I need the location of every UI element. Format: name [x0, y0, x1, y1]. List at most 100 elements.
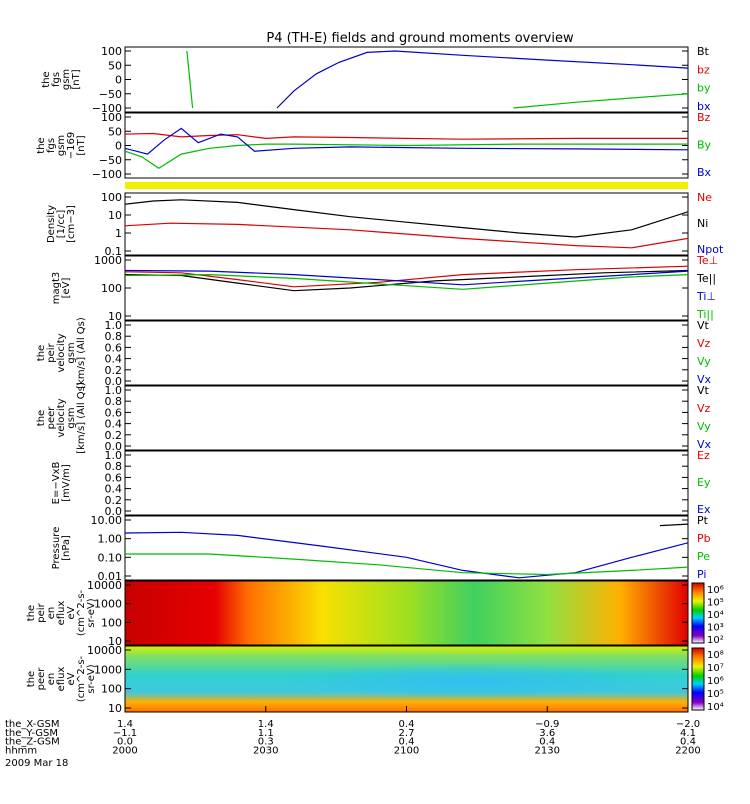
y-axis-label: the peer velocity gsm [km/s] (All Qs)	[36, 382, 87, 454]
y-tick-label: 0.4	[105, 353, 123, 366]
y-tick-label: 0.6	[105, 406, 123, 419]
series-line-by	[186, 50, 194, 109]
y-tick-label: 1.00	[98, 533, 123, 546]
legend-entry: Vx	[697, 373, 712, 386]
legend-entry: Ti||	[696, 308, 714, 321]
legend-entry: Npot	[697, 243, 724, 256]
legend-entry: Te||	[696, 272, 716, 285]
legend-entry: Pi	[697, 568, 706, 581]
series-line-Te⊥	[125, 265, 688, 288]
x-tick-label: 2.7	[399, 728, 415, 739]
y-tick-label: −50	[99, 88, 122, 101]
colorbar-label: 10⁸	[707, 650, 724, 661]
y-axis-label-line: sr-eV)	[86, 664, 97, 693]
legend-entry: bz	[697, 63, 710, 76]
y-tick-label: 100	[101, 683, 122, 696]
panel-frame	[124, 580, 689, 646]
y-axis-label-line: [cm−3]	[66, 205, 77, 243]
y-axis-label-line: E=−VxB	[51, 462, 62, 505]
x-tick-label: 0.0	[117, 737, 133, 748]
legend-entry: bx	[697, 100, 711, 113]
y-tick-label: 0.4	[105, 418, 123, 431]
y-axis-label-line: fgs	[46, 138, 57, 153]
panel-frame	[124, 255, 689, 321]
x-tick-label: 0.4	[399, 737, 415, 748]
y-tick-label: 10	[108, 310, 122, 323]
x-tick-label: 4.1	[680, 728, 696, 739]
y-tick-label: 0	[115, 74, 122, 87]
series-line-Ti⊥	[125, 269, 688, 286]
legend-entry: Vy	[697, 420, 711, 433]
y-axis-label: magt3 [eV]	[51, 272, 72, 305]
y-tick-label: 1.0	[105, 384, 123, 397]
y-axis-label-line: the	[26, 605, 37, 621]
series-line-Pe	[125, 553, 688, 576]
legend-entry: Bt	[697, 45, 710, 58]
y-tick-label: −100	[92, 168, 122, 181]
y-axis-label-line: the	[36, 410, 47, 426]
legend-entry: Vz	[697, 402, 711, 415]
legend-entry: Pb	[697, 532, 711, 545]
y-tick-label: 0.2	[105, 364, 123, 377]
y-axis-label-line: peer	[36, 667, 47, 691]
legend-entry: Te⊥	[696, 254, 718, 267]
colorbar-label: 10³	[707, 623, 724, 634]
y-axis-label-line: en	[46, 673, 57, 686]
y-tick-label: 1.0	[105, 319, 123, 332]
x-tick-label: 1.4	[258, 719, 274, 730]
y-tick-label: 0.10	[98, 551, 123, 564]
colorbar-label: 10²	[707, 635, 724, 646]
y-axis-label-line: Density	[46, 205, 57, 243]
y-axis-label-line: (cm^2-s-	[76, 589, 87, 636]
x-row-label: the_Y-GSM	[5, 728, 58, 739]
x-tick-label: 2030	[253, 745, 278, 756]
y-tick-label: 0.4	[105, 483, 123, 496]
y-axis-label-line: magt3	[51, 272, 62, 305]
legend-entry: Bz	[697, 111, 711, 124]
x-tick-label: −0.9	[535, 719, 559, 730]
y-tick-label: 1000	[94, 598, 122, 611]
x-row-label: the_Z-GSM	[5, 737, 60, 748]
spectrogram-ions	[125, 581, 688, 645]
colorbar	[691, 647, 705, 711]
y-axis-label-line: velocity	[56, 333, 67, 372]
panel-frame	[124, 320, 689, 386]
x-tick-label: 1.4	[117, 719, 133, 730]
x-tick-label: 1.1	[258, 728, 274, 739]
legend-entry: Bx	[697, 166, 712, 179]
y-tick-label: 0.2	[105, 494, 123, 507]
y-axis-label-line: [nPa]	[61, 535, 72, 561]
y-tick-label: 0.6	[105, 341, 123, 354]
yellow-band	[125, 182, 688, 189]
legend-entry: Pe	[697, 550, 710, 563]
y-tick-label: −100	[92, 102, 122, 115]
x-tick-label: 0.4	[399, 719, 415, 730]
panel-frame	[124, 192, 689, 256]
x-tick-label: 2100	[394, 745, 419, 756]
y-axis-label-line: Pressure	[51, 527, 62, 570]
y-tick-label: 1000	[94, 663, 122, 676]
y-axis-label-line: eflux	[56, 601, 67, 626]
y-tick-label: 0.6	[105, 471, 123, 484]
legend-entry: By	[697, 139, 712, 152]
y-tick-label: 0.8	[105, 460, 123, 473]
legend-entry: Ez	[697, 449, 710, 462]
series-line-Pi	[125, 531, 688, 579]
panel-4: 1.00.80.60.40.20.0 the peir velocity gsm [km/…	[36, 317, 712, 389]
y-tick-label: 1.0	[105, 449, 123, 462]
y-axis-label: the peer en eflux eV (cm^2-s-sr-eV)	[26, 655, 97, 702]
y-tick-label: 10	[108, 702, 122, 715]
series-line-Ne	[125, 222, 688, 249]
y-axis-label-line: gsm	[66, 407, 77, 428]
y-tick-label: 10	[108, 635, 122, 648]
panel-3: 1000 100 10 magt3 [eV] Te⊥ Te|| Ti⊥ Ti||	[51, 254, 718, 323]
colorbar-label: 10⁵	[707, 598, 724, 609]
y-tick-label: 100	[101, 111, 122, 124]
series-line-Ti||	[125, 273, 688, 290]
colorbar	[691, 582, 705, 644]
y-axis-label: the peir en eflux eV (cm^2-s-sr-eV)	[26, 589, 97, 636]
